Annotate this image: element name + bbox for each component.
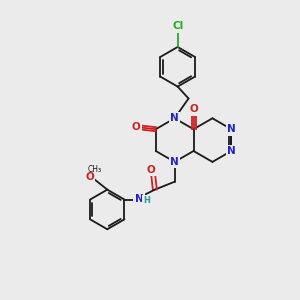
Text: O: O [146, 165, 155, 175]
Text: H: H [143, 196, 150, 205]
Text: N: N [170, 113, 179, 123]
Text: O: O [132, 122, 140, 132]
Text: Cl: Cl [172, 21, 183, 31]
Text: N: N [227, 124, 236, 134]
Text: N: N [227, 146, 236, 156]
Text: CH₃: CH₃ [87, 165, 101, 174]
Text: N: N [135, 194, 143, 203]
Text: O: O [189, 104, 198, 114]
Text: N: N [170, 157, 179, 167]
Text: O: O [85, 172, 94, 182]
